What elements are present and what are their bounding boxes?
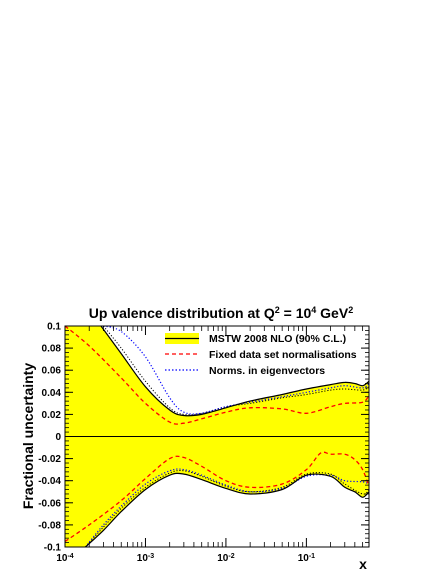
series-band-lower [85,472,369,547]
y-tick-label: 0.1 [47,322,61,333]
chart-title: Up valence distribution at Q2 = 104 GeV2 [89,305,353,321]
y-tick-label: -0.1 [44,543,62,554]
legend-label-fixed: Fixed data set normalisations [209,349,357,361]
y-axis-label: Fractional uncertainty [20,363,36,509]
band-fill-lower [65,436,369,547]
x-tick-label: 10-1 [298,553,315,565]
y-tick-label: -0.02 [38,454,61,465]
axes: -0.1 -0.08 -0.06 -0.04 -0.02 0 0.02 0.04 0.06 0.0… [38,322,370,565]
y-tick-label: -0.08 [38,520,61,531]
legend: MSTW 2008 NLO (90% C.L.) Fixed data set … [165,333,357,377]
legend-label-norms: Norms. in eigenvectors [209,365,325,377]
x-axis-label: x [359,556,367,572]
x-tick-label: 10-4 [56,553,73,565]
series-dotted-black-upper [103,326,369,416]
y-tick-label: 0.02 [42,410,62,421]
y-tick-label: 0.08 [42,344,62,355]
band-fill-upper [65,326,369,437]
series-fixed-upper [65,326,369,425]
y-tick-label: -0.04 [38,476,61,487]
legend-label-band: MSTW 2008 NLO (90% C.L.) [209,333,346,345]
y-tick-label: 0.06 [42,366,62,377]
series-band-upper [100,326,369,417]
plot-area [65,326,369,547]
y-tick-label: 0.04 [42,388,62,399]
x-tick-label: 10-2 [217,553,234,565]
series-dotted-black-lower [85,469,369,547]
x-tick-label: 10-3 [137,553,154,565]
series-fixed-lower [65,451,369,543]
y-tick-label: -0.06 [38,498,61,509]
y-tick-label: 0 [55,432,61,443]
